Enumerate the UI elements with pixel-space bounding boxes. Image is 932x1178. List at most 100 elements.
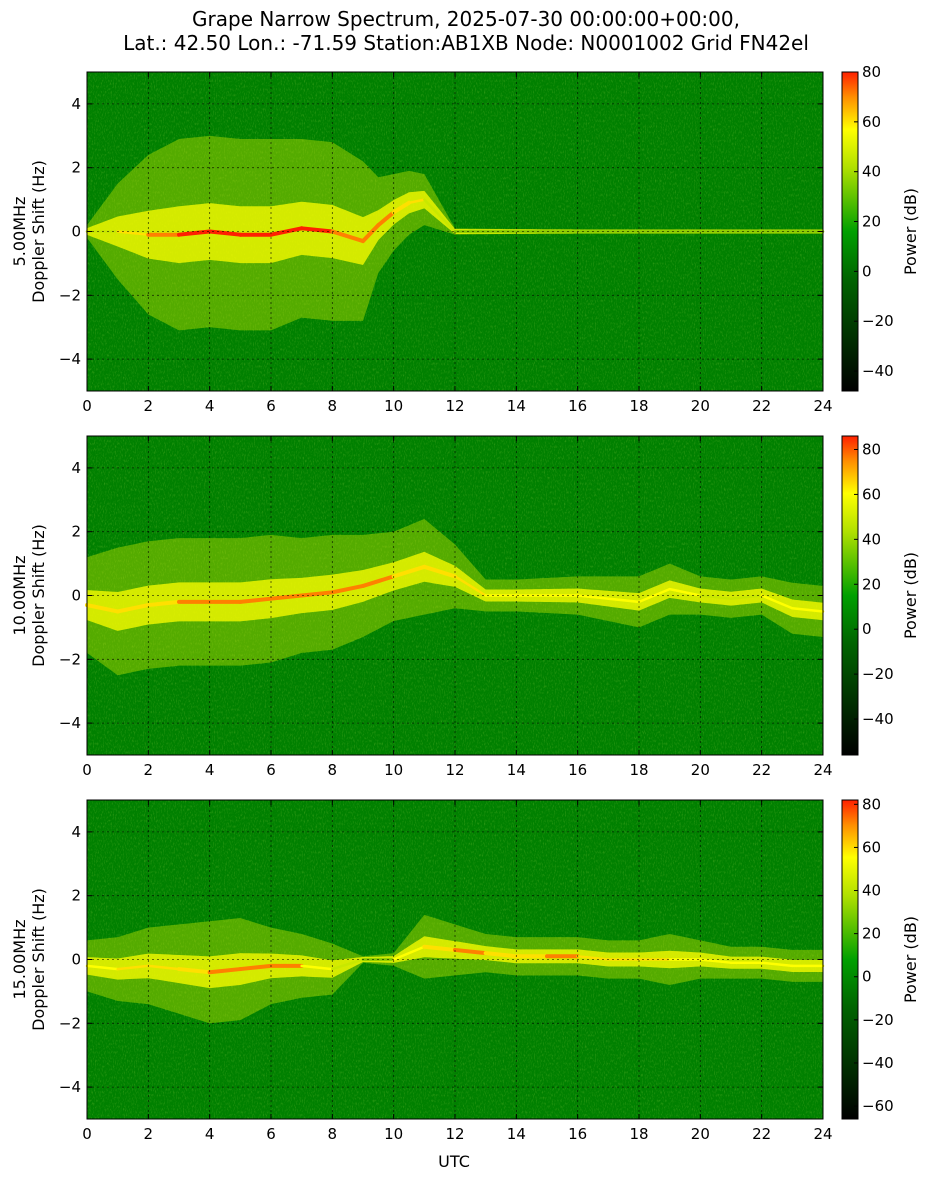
panel-frequency-label: 15.00MHz xyxy=(10,919,29,999)
colorbar xyxy=(841,435,859,756)
x-tick-label: 12 xyxy=(445,1125,464,1143)
trace-segment xyxy=(391,200,411,215)
x-tick-label: 4 xyxy=(205,397,215,415)
x-tick-label: 18 xyxy=(629,397,648,415)
trace-segment xyxy=(331,958,365,971)
y-tick-label: 2 xyxy=(71,523,81,541)
colorbar-tick-label: 40 xyxy=(862,882,881,900)
x-tick-label: 2 xyxy=(144,1125,154,1143)
colorbar-tick-label: 40 xyxy=(862,530,881,548)
trace-segment xyxy=(392,945,426,961)
trace-segment xyxy=(423,198,457,233)
trace-segment xyxy=(576,955,610,961)
trace-segment xyxy=(376,210,396,228)
colorbar-label: Power (dB) xyxy=(901,916,920,1003)
colorbar-tick-label: 80 xyxy=(862,795,881,813)
colorbar-tick-label: 60 xyxy=(862,838,881,856)
trace-segment xyxy=(269,593,304,601)
y-tick-label: 4 xyxy=(71,459,81,477)
x-tick-label: 8 xyxy=(328,1125,338,1143)
y-tick-label: −2 xyxy=(59,1014,81,1032)
trace-segment xyxy=(207,229,243,237)
colorbar-label: Power (dB) xyxy=(901,188,920,275)
trace-segment xyxy=(238,596,273,604)
trace-segment xyxy=(422,564,457,579)
y-tick-label: 2 xyxy=(71,159,81,177)
x-tick-label: 14 xyxy=(507,761,526,779)
y-tick-label: −4 xyxy=(59,714,81,732)
x-tick-label: 22 xyxy=(752,1125,771,1143)
trace-segment xyxy=(729,594,763,600)
trace-segment xyxy=(238,963,273,972)
panel-frequency-label: 10.00MHz xyxy=(10,555,29,635)
trace-segment xyxy=(85,964,119,971)
trace-segment xyxy=(300,964,334,971)
y-tick-label: −2 xyxy=(59,286,81,304)
x-tick-label: 2 xyxy=(144,761,154,779)
trace-segment xyxy=(115,603,151,614)
colorbar-tick-label: −40 xyxy=(862,710,894,728)
signal-band xyxy=(87,190,823,265)
x-tick-label: 16 xyxy=(568,397,587,415)
y-tick-label: 0 xyxy=(71,587,81,605)
colorbar-tick-label: 80 xyxy=(862,63,881,81)
colorbar xyxy=(841,799,859,1120)
x-tick-label: 16 xyxy=(568,1125,587,1143)
trace-segment xyxy=(576,594,641,604)
trace-segment xyxy=(453,575,487,597)
x-tick-label: 12 xyxy=(445,397,464,415)
colorbar-tick-label: 20 xyxy=(862,925,881,943)
trace-segment xyxy=(760,961,794,968)
x-tick-label: 14 xyxy=(507,397,526,415)
trace-segment xyxy=(207,967,243,975)
y-axis-label: Doppler Shift (Hz) xyxy=(29,160,48,303)
colorbar-tick-label: 60 xyxy=(862,113,881,131)
x-tick-label: 10 xyxy=(384,761,403,779)
x-tick-label: 8 xyxy=(328,397,338,415)
trace-segment xyxy=(483,951,519,959)
trace-segment xyxy=(147,964,181,971)
trace-segment xyxy=(177,229,212,237)
trace-segment xyxy=(699,594,733,600)
trace-segment xyxy=(453,947,488,956)
colorbar-tick-label: 40 xyxy=(862,163,881,181)
colorbar-tick-label: 0 xyxy=(862,620,872,638)
trace-segment xyxy=(116,230,150,236)
figure-title-line-2: Lat.: 42.50 Lon.: -71.59 Station:AB1XB N… xyxy=(123,31,809,55)
x-tick-label: 6 xyxy=(266,1125,276,1143)
trace-segment xyxy=(146,599,181,608)
x-tick-label: 24 xyxy=(813,761,832,779)
x-tick-label: 24 xyxy=(813,1125,832,1143)
trace-segment xyxy=(299,226,335,234)
y-tick-label: −4 xyxy=(59,1078,81,1096)
trace-segment xyxy=(361,574,396,588)
y-tick-label: 0 xyxy=(71,223,81,241)
trace-segment xyxy=(85,603,120,614)
x-tick-label: 12 xyxy=(445,761,464,779)
x-tick-label: 18 xyxy=(629,761,648,779)
trace-segment xyxy=(177,967,212,975)
y-tick-label: −2 xyxy=(59,650,81,668)
y-tick-label: 4 xyxy=(71,823,81,841)
colorbar-tick-label: −60 xyxy=(862,1097,894,1115)
figure-title-line-1: Grape Narrow Spectrum, 2025-07-30 00:00:… xyxy=(192,7,740,31)
x-tick-label: 4 xyxy=(205,1125,215,1143)
x-tick-label: 0 xyxy=(82,397,92,415)
trace-segment xyxy=(361,223,381,244)
colorbar-tick-label: 80 xyxy=(862,440,881,458)
x-tick-label: 20 xyxy=(691,397,710,415)
trace-segment xyxy=(391,564,427,579)
colorbar-tick-label: −20 xyxy=(862,665,894,683)
x-tick-label: 20 xyxy=(691,1125,710,1143)
trace-segment xyxy=(407,198,426,205)
colorbar-label: Power (dB) xyxy=(901,552,920,639)
trace-segment xyxy=(760,594,794,610)
panel-frequency-label: 5.00MHz xyxy=(10,197,29,267)
y-axis-label: Doppler Shift (Hz) xyxy=(29,888,48,1031)
x-tick-label: 16 xyxy=(568,761,587,779)
colorbar-tick-label: 0 xyxy=(862,968,872,986)
colorbar-tick-label: 60 xyxy=(862,485,881,503)
